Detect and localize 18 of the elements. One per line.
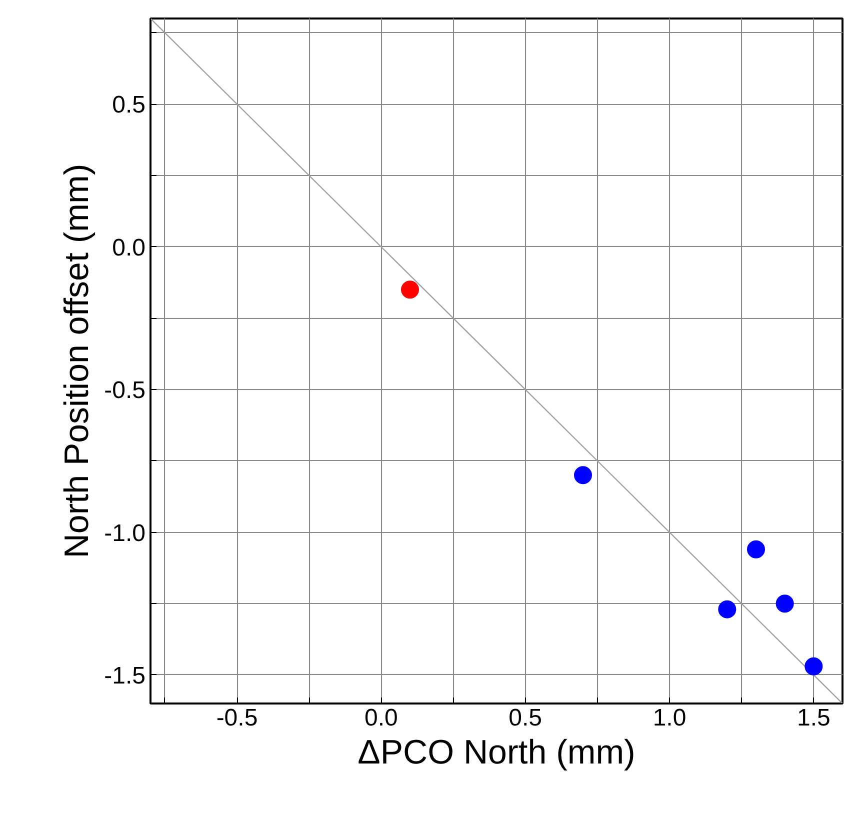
- x-tick-label: 1.0: [652, 704, 686, 732]
- point: [401, 280, 419, 299]
- y-tick-label: 0.0: [112, 234, 146, 262]
- y-tick-label: 0.5: [112, 92, 146, 119]
- x-tick-label: 1.5: [796, 704, 830, 732]
- x-tick-label: 0.5: [508, 704, 542, 732]
- point: [574, 466, 592, 484]
- point: [747, 540, 765, 558]
- point: [804, 657, 823, 676]
- y-tick-label: -1.5: [104, 662, 146, 690]
- x-tick-label: 0.0: [364, 704, 398, 732]
- y-tick-label: -1.0: [104, 520, 146, 547]
- x-axis-title: ΔPCO North (mm): [358, 734, 636, 772]
- x-tick-label: -0.5: [216, 704, 258, 732]
- point: [776, 594, 794, 613]
- y-axis-title: North Position offset (mm): [58, 164, 96, 558]
- y-tick-label: -0.5: [104, 377, 146, 404]
- point: [718, 600, 736, 618]
